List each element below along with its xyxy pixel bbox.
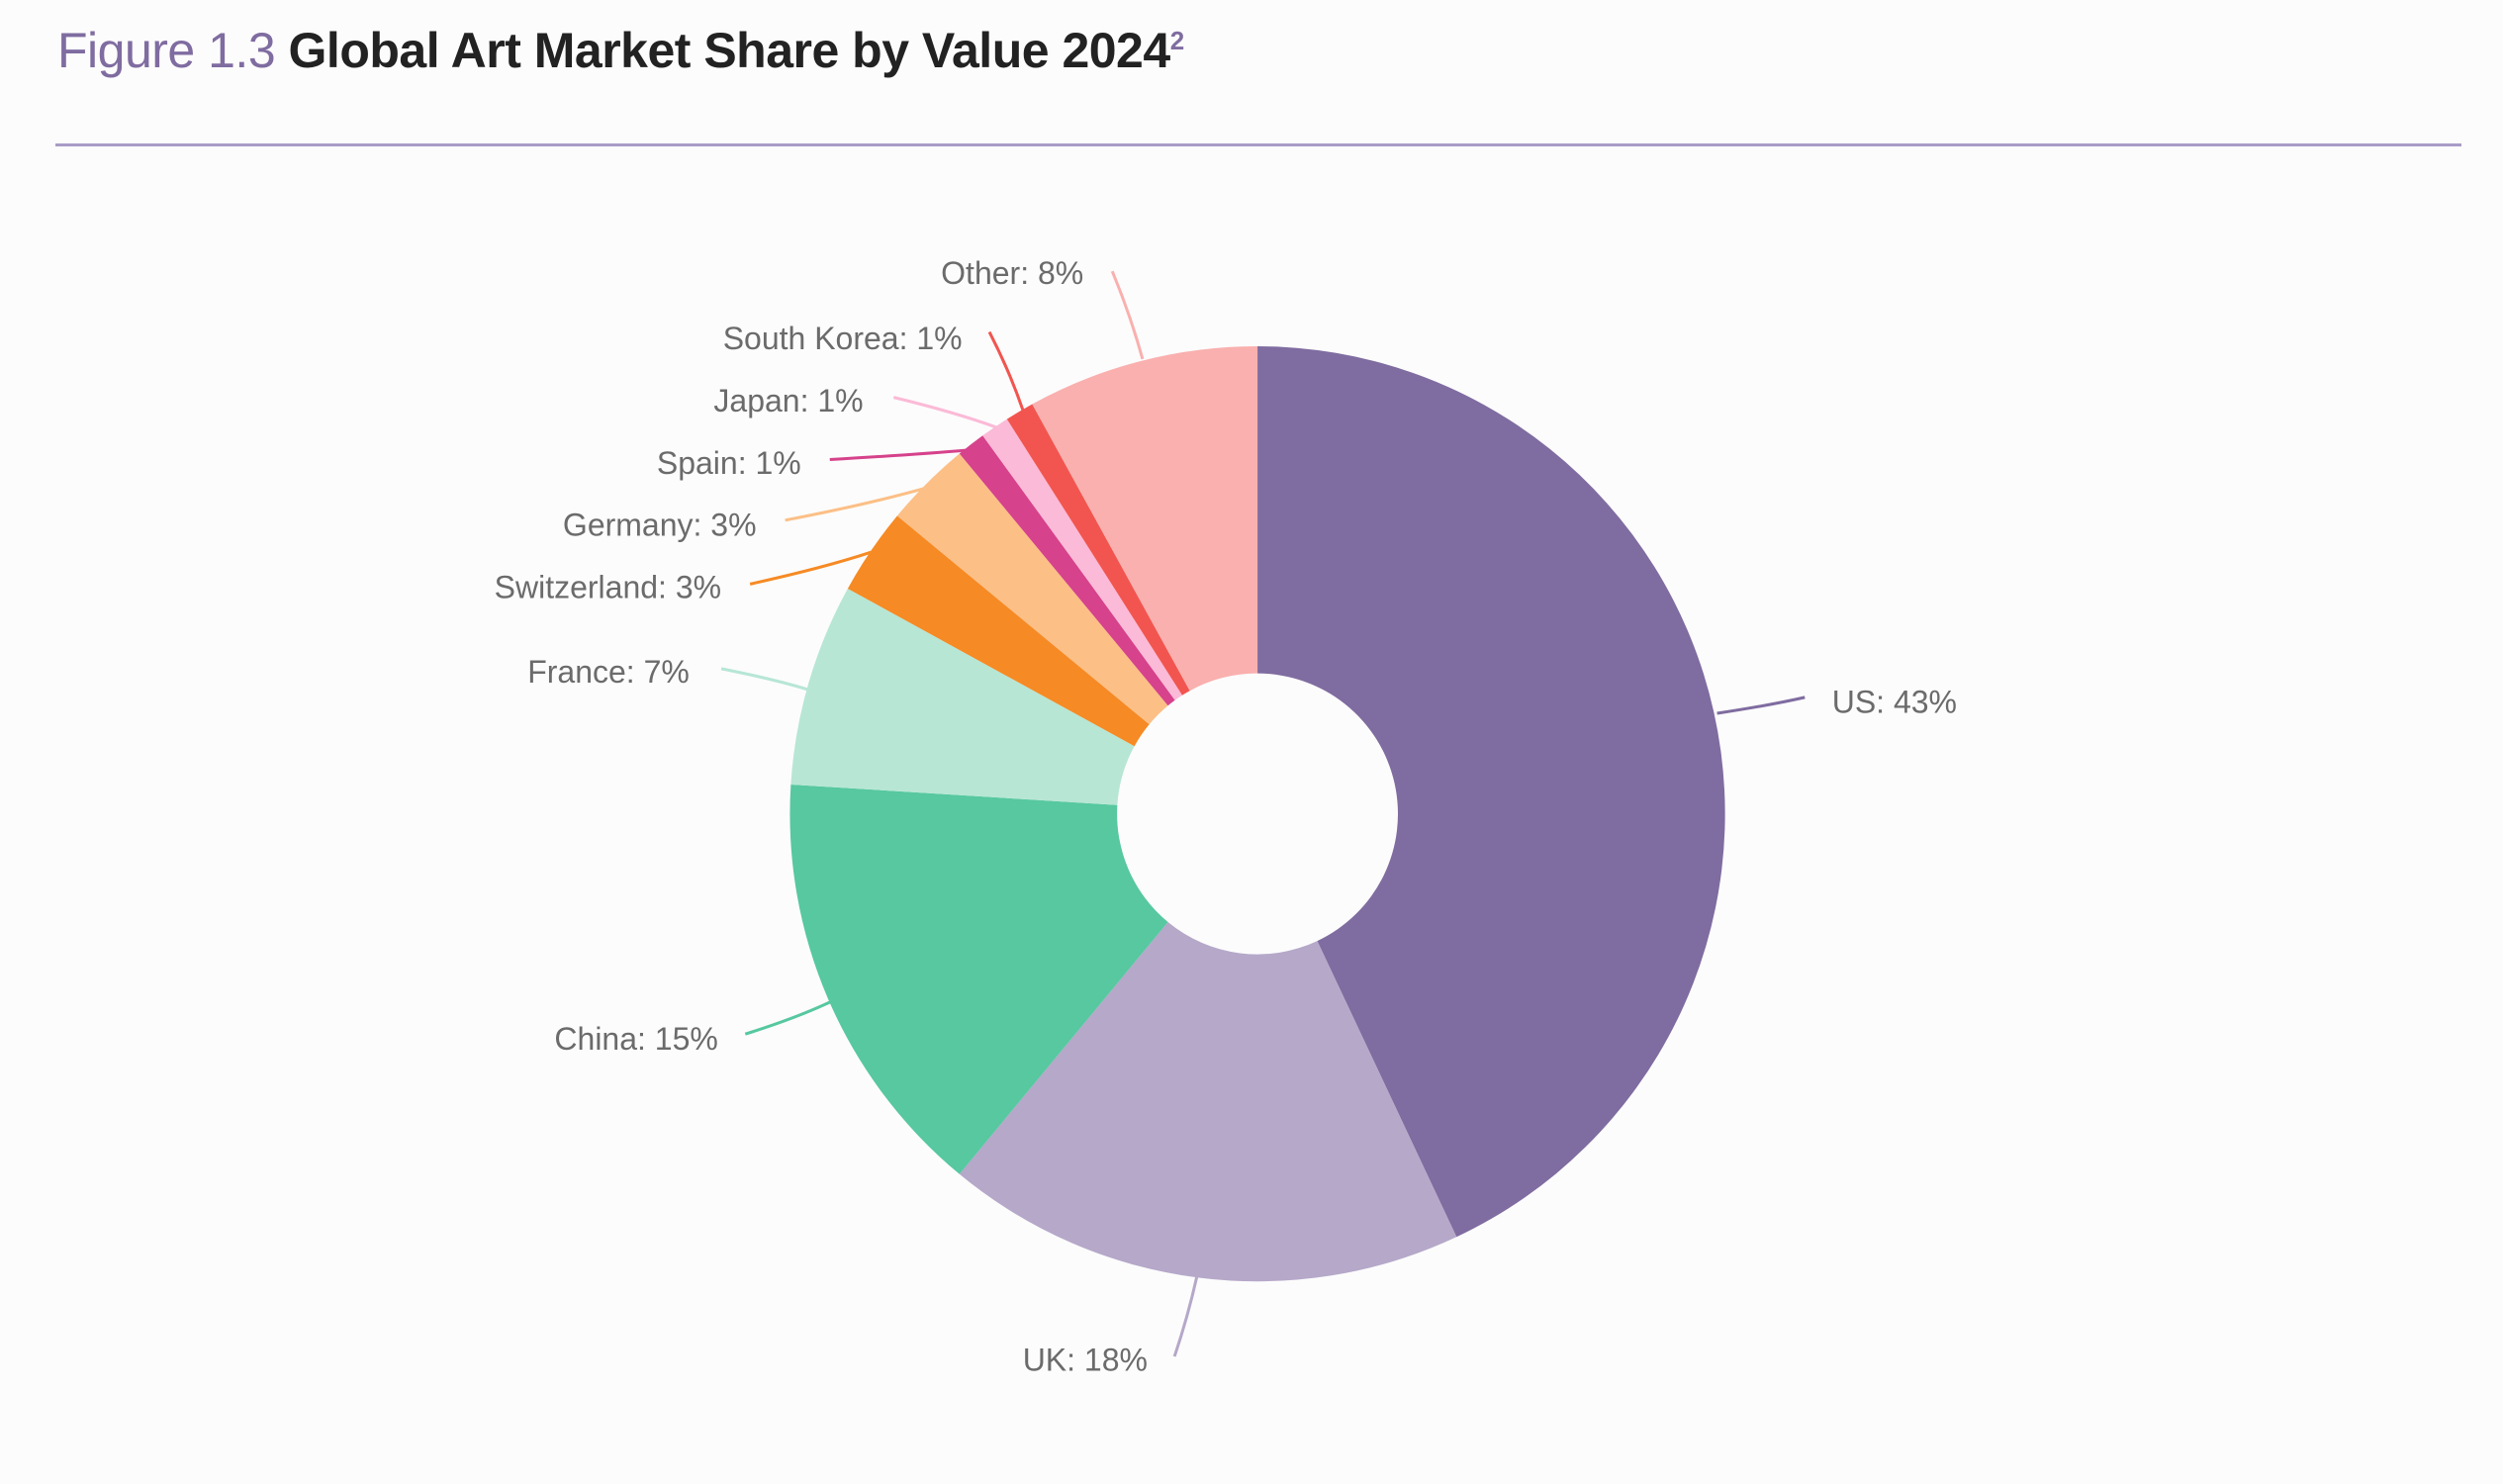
label-france: France: 7% <box>527 654 690 690</box>
leader-line-france <box>720 667 808 692</box>
leader-line-other <box>1110 270 1145 360</box>
label-japan: Japan: 1% <box>713 383 863 418</box>
slice-other <box>1032 346 1258 692</box>
figure-label: Figure 1.3 <box>57 23 276 78</box>
leader-line-south-korea <box>987 330 1025 412</box>
slice-south-korea <box>1006 404 1190 696</box>
title-rule <box>55 143 2461 146</box>
slice-uk <box>959 921 1457 1282</box>
slice-switzerland <box>847 515 1150 747</box>
leader-line-china <box>744 1000 831 1036</box>
slice-france <box>790 588 1135 805</box>
label-spain: Spain: 1% <box>657 445 801 481</box>
title-text: Global Art Market Share by Value 2024 <box>288 23 1171 78</box>
leader-line-uk <box>1172 1276 1199 1357</box>
leader-line-japan <box>892 396 998 429</box>
leader-line-germany <box>785 485 931 522</box>
slice-china <box>789 784 1168 1174</box>
label-us: US: 43% <box>1832 685 1957 720</box>
label-china: China: 15% <box>554 1021 717 1057</box>
slice-germany <box>896 453 1168 725</box>
label-uk: UK: 18% <box>1023 1342 1148 1377</box>
label-other: Other: 8% <box>941 255 1083 291</box>
leader-line-us <box>1716 696 1806 715</box>
chart-title: Figure 1.3 Global Art Market Share by Va… <box>57 22 1184 79</box>
leader-line-switzerland <box>749 550 873 586</box>
slice-japan <box>982 418 1182 700</box>
leader-lines <box>720 270 1806 1357</box>
leader-line-spain <box>829 448 970 462</box>
slice-us <box>1257 346 1725 1238</box>
slices <box>789 346 1725 1282</box>
label-switzerland: Switzerland: 3% <box>495 570 721 605</box>
label-germany: Germany: 3% <box>563 508 757 543</box>
footnote-mark: 2 <box>1169 26 1184 55</box>
slice-spain <box>959 435 1175 706</box>
label-south-korea: South Korea: 1% <box>723 321 963 356</box>
slice-labels: US: 43% UK: 18% China: 15% France: 7% Switze… <box>495 255 1957 1377</box>
